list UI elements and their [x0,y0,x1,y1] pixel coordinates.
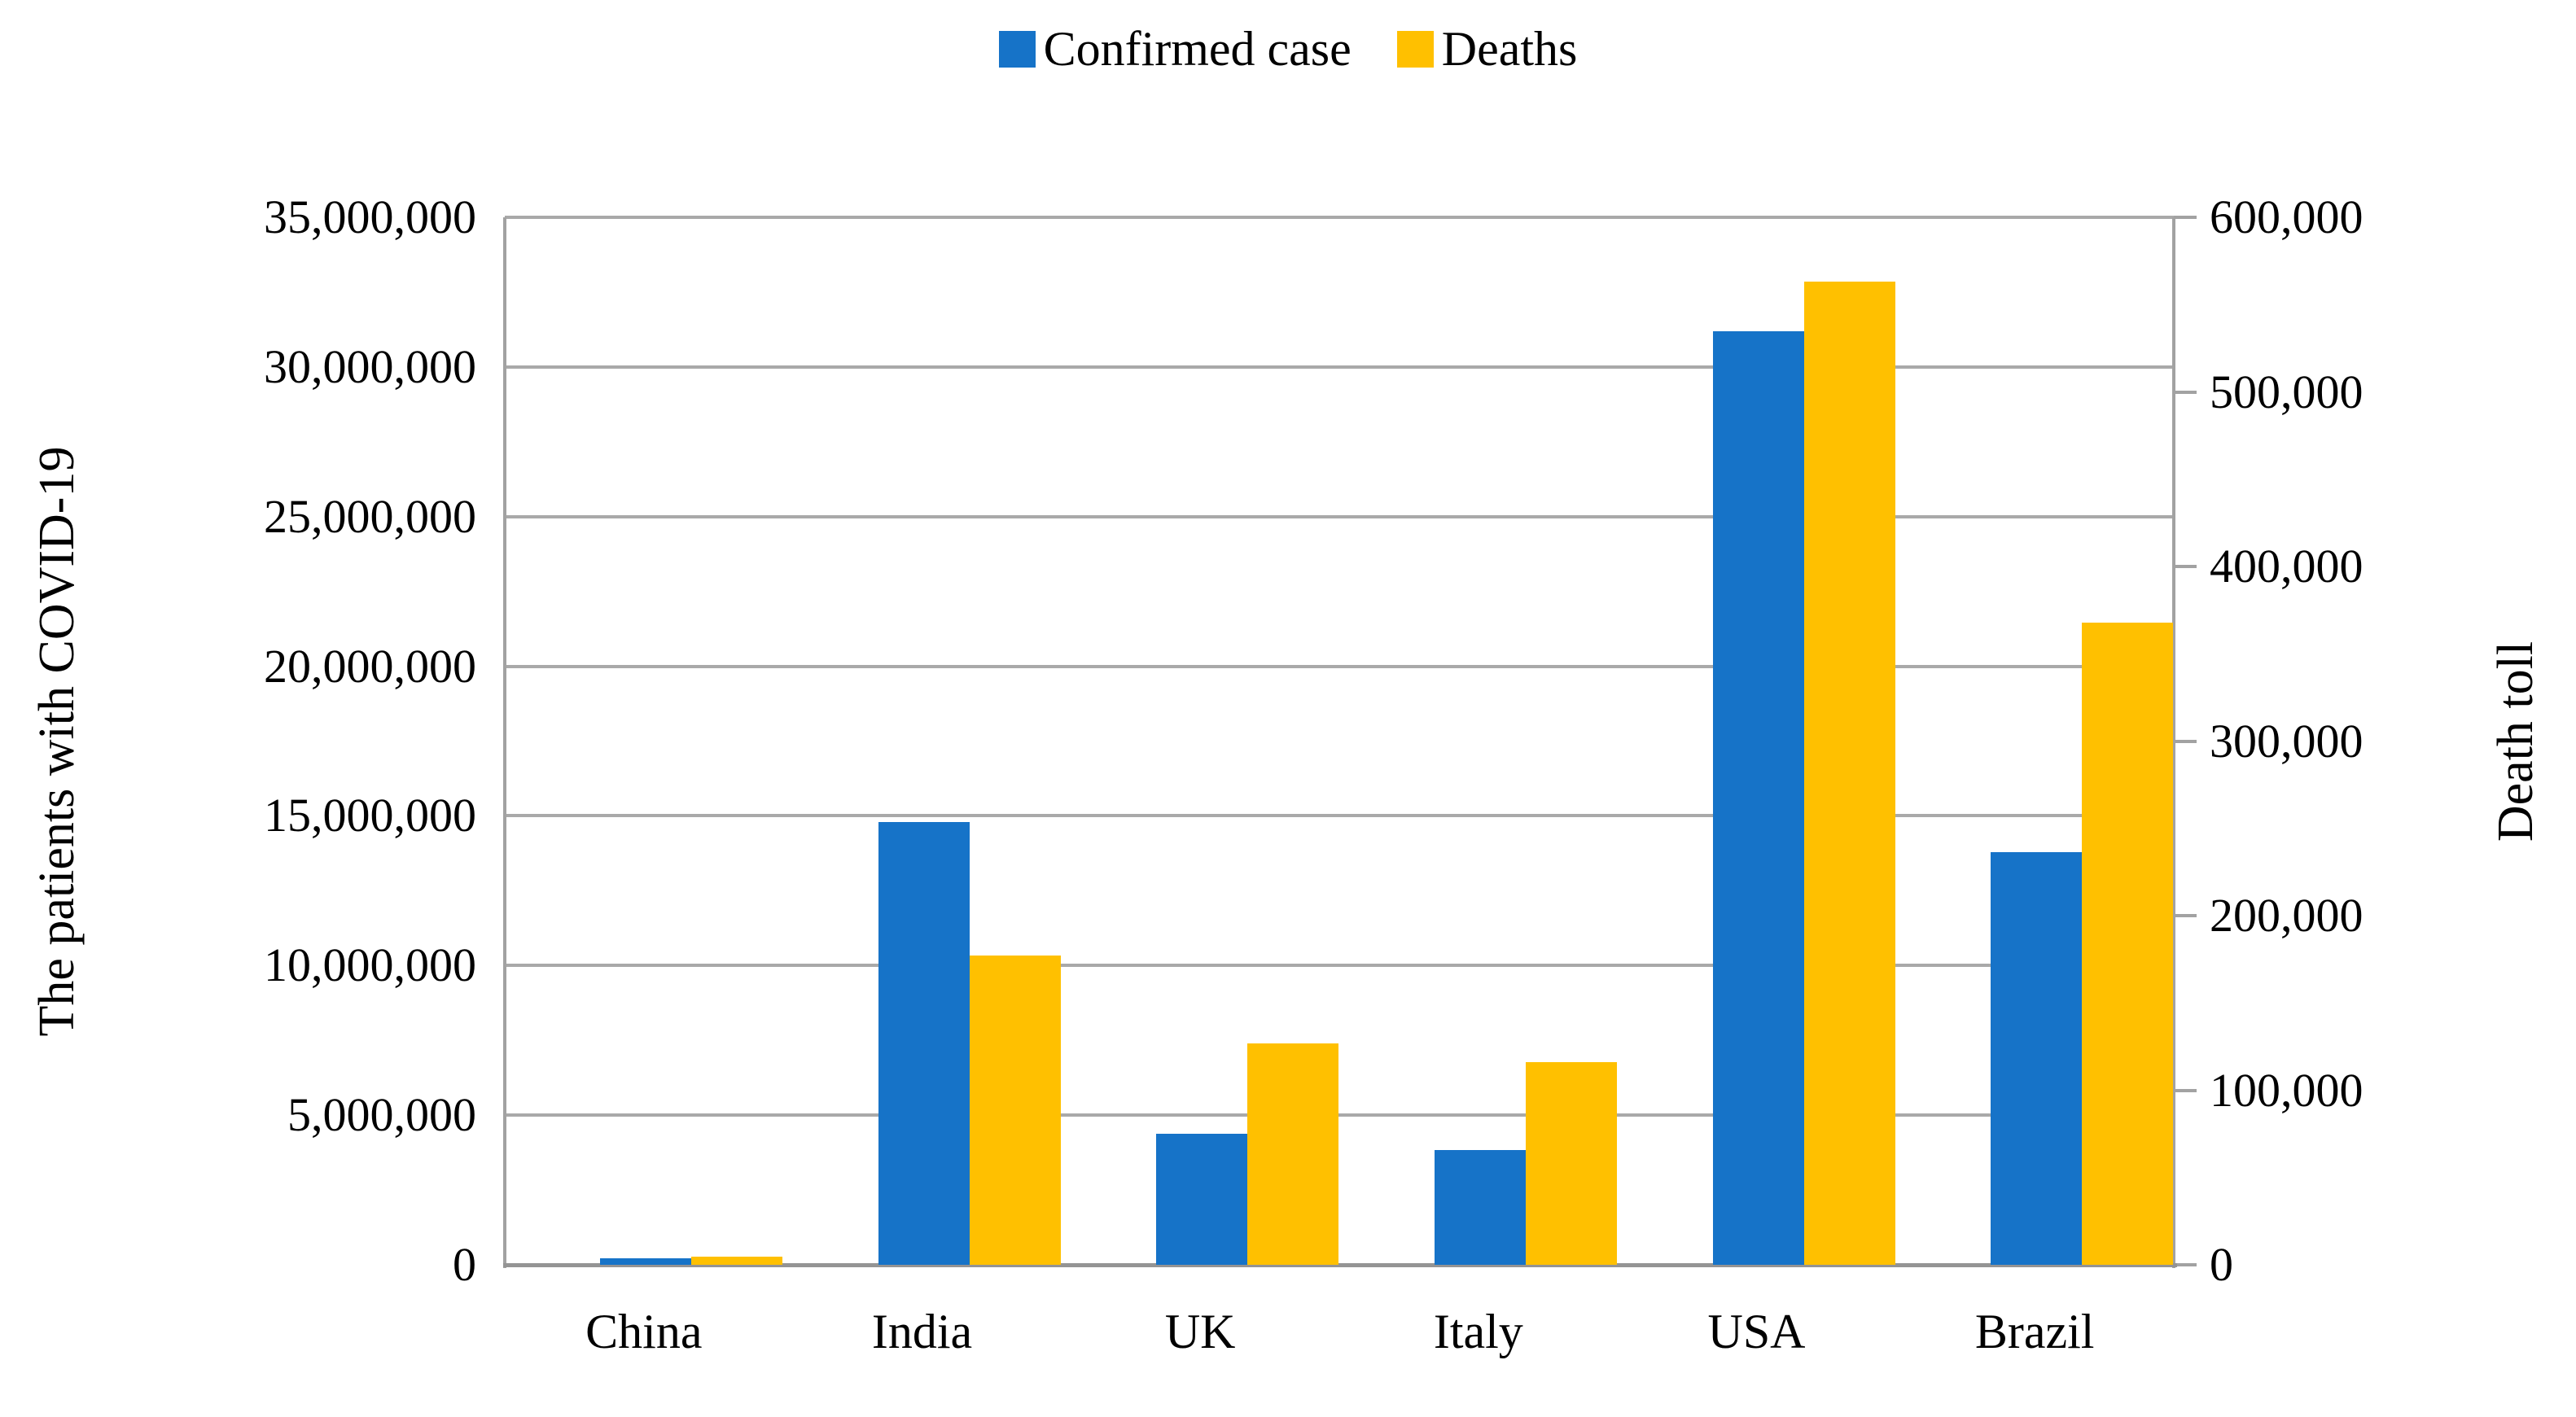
legend-label-deaths: Deaths [1441,22,1578,76]
right-axis-tick [2174,1088,2197,1092]
legend-label-confirmed: Confirmed case [1043,22,1352,76]
bar-confirmed-usa [1712,330,1804,1265]
left-axis-tick-label: 30,000,000 [264,339,476,393]
left-axis-tick-label: 20,000,000 [264,639,476,693]
right-axis-tick-label: 300,000 [2210,714,2364,768]
gridline [505,814,2174,818]
right-axis-tick-label: 100,000 [2210,1063,2364,1117]
right-axis-tick [2174,914,2197,917]
right-axis-tick-label: 600,000 [2210,190,2364,243]
left-axis-title: The patients with COVID-19 [29,446,85,1036]
right-axis-tick [2174,216,2197,219]
left-axis-tick-label: 25,000,000 [264,489,476,543]
bar-deaths-italy [1525,1062,1617,1265]
bar-confirmed-india [878,821,970,1265]
deaths-swatch-icon [1396,30,1434,68]
category-label-uk: UK [1164,1305,1236,1358]
legend: Confirmed case Deaths [0,18,2576,80]
legend-item-confirmed: Confirmed case [998,22,1352,76]
right-axis-tick-label: 400,000 [2210,540,2364,593]
bar-confirmed-china [599,1258,691,1265]
gridline [505,664,2174,668]
right-axis-line [2172,217,2175,1268]
bar-confirmed-brazil [1991,851,2083,1265]
right-axis-tick-label: 0 [2210,1238,2233,1291]
right-axis-title: Death toll [2488,641,2543,842]
right-axis-tick [2174,739,2197,743]
bar-deaths-china [690,1256,782,1265]
left-axis-tick-label: 35,000,000 [264,190,476,243]
left-axis-tick-label: 5,000,000 [287,1088,476,1142]
left-axis-tick-label: 15,000,000 [264,789,476,842]
right-axis-tick [2174,390,2197,394]
bar-deaths-usa [1803,282,1895,1265]
left-axis-line [503,217,506,1268]
gridline [505,1113,2174,1117]
category-label-usa: USA [1707,1305,1806,1358]
right-axis-tick-label: 200,000 [2210,889,2364,942]
bar-deaths-brazil [2082,622,2174,1265]
x-axis-line [503,1263,2177,1267]
left-axis-tick-label: 10,000,000 [264,938,476,992]
right-axis-tick-label: 500,000 [2210,365,2364,418]
category-label-italy: Italy [1433,1305,1523,1358]
right-axis-tick [2174,1263,2197,1266]
right-axis-tick [2174,565,2197,568]
gridline [505,365,2174,369]
category-label-china: China [585,1305,703,1358]
bar-confirmed-italy [1434,1149,1526,1265]
category-label-brazil: Brazil [1974,1305,2095,1358]
left-axis-tick-label: 0 [453,1238,476,1291]
bar-deaths-uk [1247,1043,1339,1265]
bar-confirmed-uk [1156,1133,1248,1265]
confirmed-swatch-icon [998,30,1036,68]
category-label-india: India [871,1305,973,1358]
legend-item-deaths: Deaths [1396,22,1578,76]
gridline [505,216,2174,219]
gridline [505,514,2174,518]
bar-deaths-india [969,956,1061,1265]
gridline [505,964,2174,968]
